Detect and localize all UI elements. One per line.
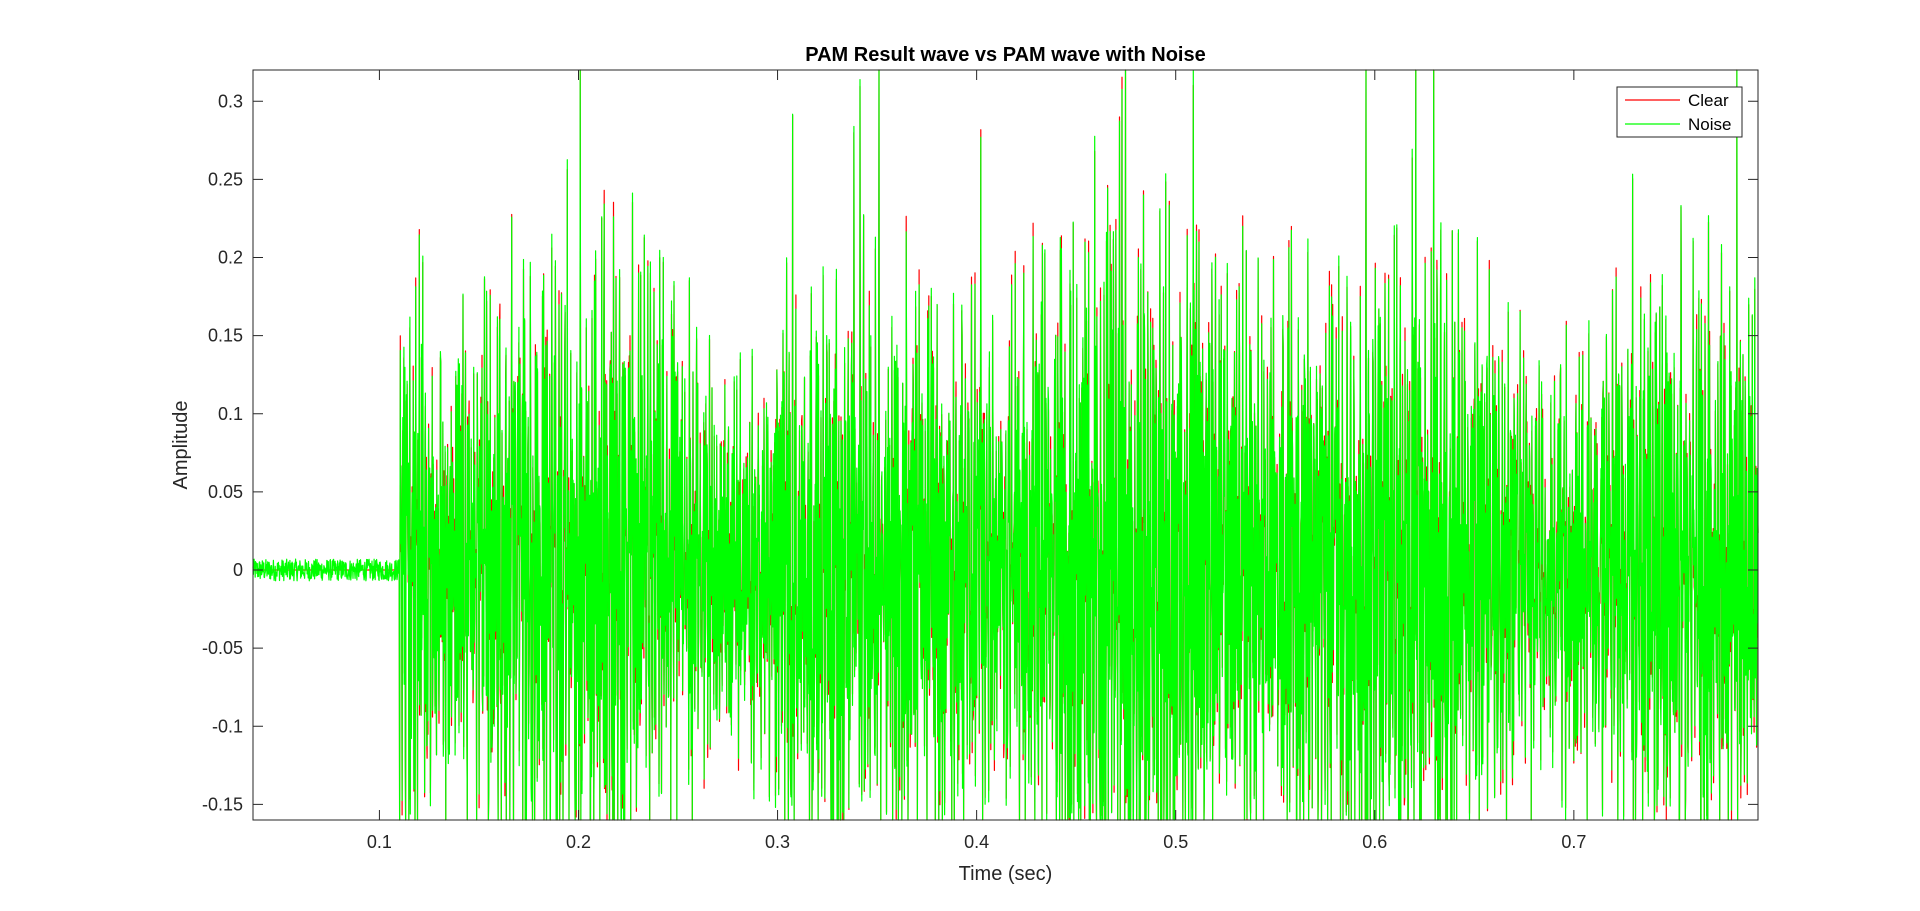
chart-title: PAM Result wave vs PAM wave with Noise xyxy=(805,44,1206,66)
x-tick-label: 0.3 xyxy=(765,832,790,852)
y-tick-label: 0 xyxy=(233,560,243,580)
x-tick-label: 0.6 xyxy=(1362,832,1387,852)
x-tick-label: 0.4 xyxy=(964,832,989,852)
legend-label-noise: Noise xyxy=(1688,115,1731,134)
axes-box xyxy=(252,69,1759,821)
x-tick-label: 0.1 xyxy=(367,832,392,852)
series-layer xyxy=(252,69,1759,821)
x-axis-label: Time (sec) xyxy=(959,863,1053,885)
series-line-noise xyxy=(252,69,1759,821)
y-axis-ticks: -0.15 -0.1 -0.05 0 0.05 0.1 0.15 0.2 0.25 0.3 xyxy=(202,91,1758,814)
x-tick-label: 0.7 xyxy=(1561,832,1586,852)
y-tick-label: 0.05 xyxy=(208,482,243,502)
x-tick-label: 0.2 xyxy=(566,832,591,852)
legend-box xyxy=(1616,86,1743,138)
legend-label-clear: Clear xyxy=(1688,91,1729,110)
y-tick-label: 0.15 xyxy=(208,326,243,346)
y-tick-label: -0.1 xyxy=(212,716,243,736)
x-axis-ticks: 0.1 0.2 0.3 0.4 0.5 0.6 0.7 xyxy=(367,70,1586,852)
y-axis-label: Amplitude xyxy=(170,401,192,490)
y-tick-label: 0.1 xyxy=(218,404,243,424)
x-tick-label: 0.5 xyxy=(1163,832,1188,852)
y-tick-label: -0.15 xyxy=(202,794,243,814)
y-tick-label: 0.3 xyxy=(218,91,243,111)
y-tick-label: 0.2 xyxy=(218,248,243,268)
legend: Clear Noise xyxy=(1616,86,1743,138)
y-tick-label: -0.05 xyxy=(202,638,243,658)
y-tick-label: 0.25 xyxy=(208,169,243,189)
